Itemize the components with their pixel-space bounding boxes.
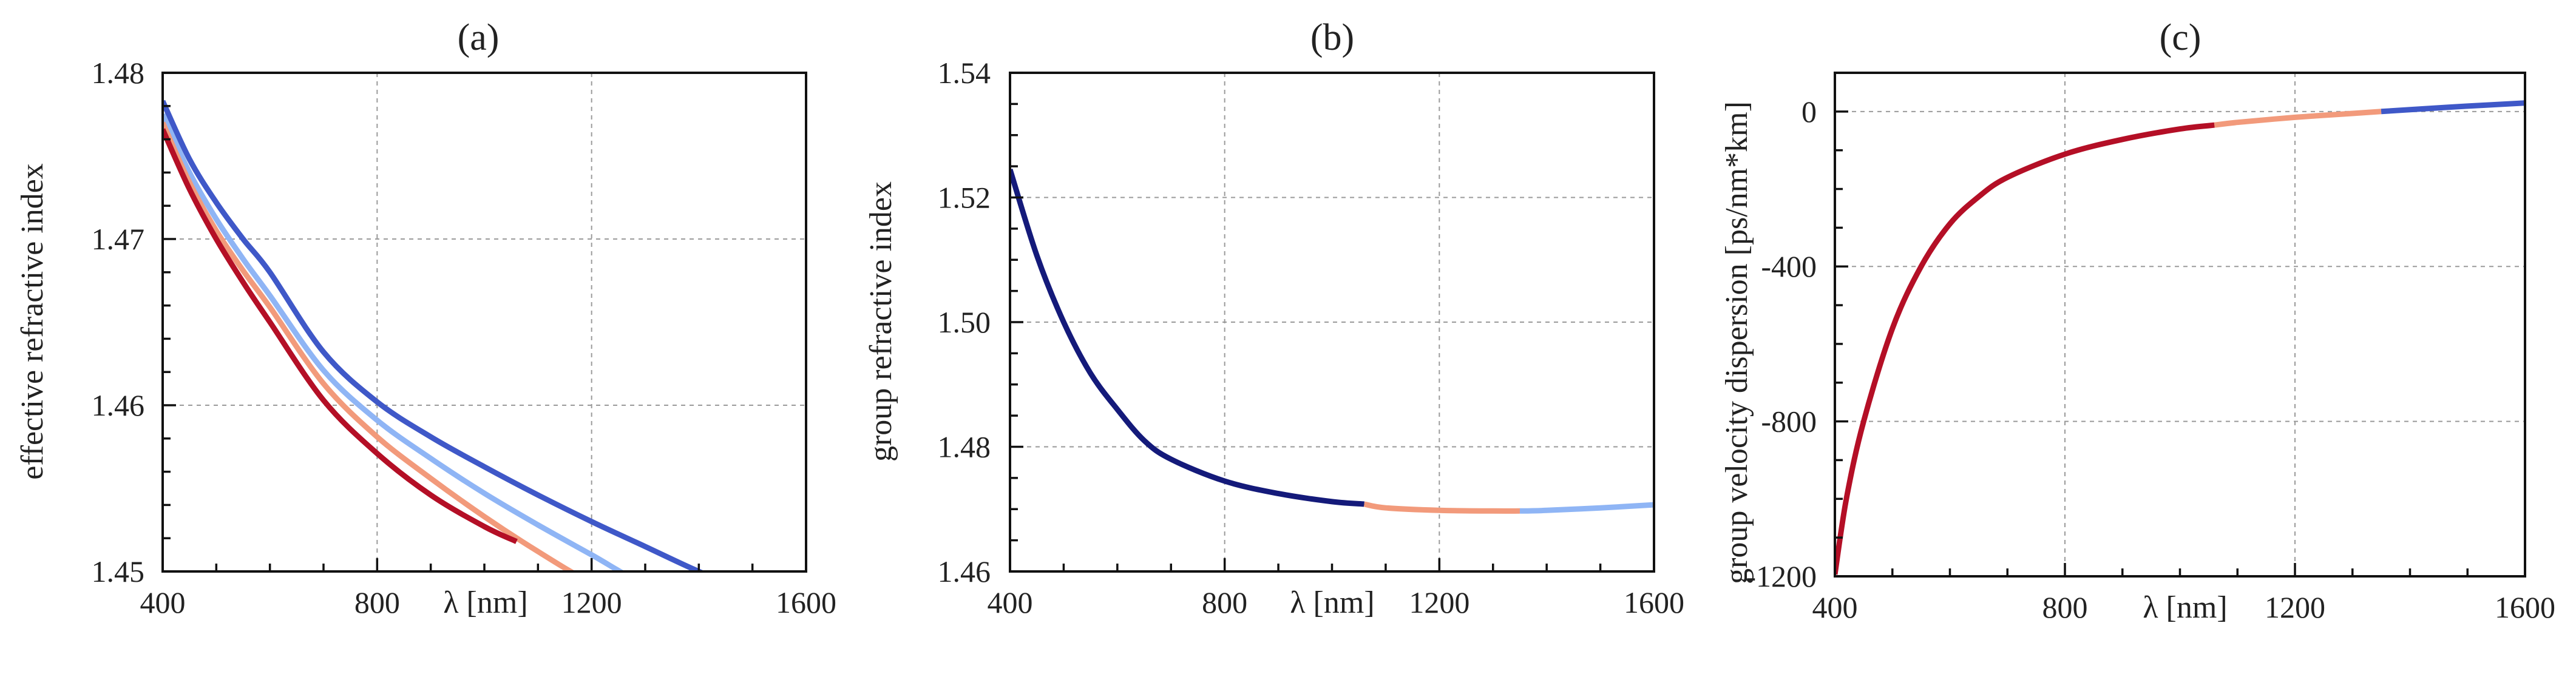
panel-title-b: (b) [1310, 17, 1354, 58]
y-tick-label-c: -400 [1761, 249, 1817, 283]
x-tick-label-c: 400 [1812, 590, 1858, 624]
y-tick-label-c: -800 [1761, 405, 1817, 439]
y-tick-label-a: 1.46 [92, 388, 145, 422]
panel-b: 400 800 1200 1600 1.46 1.48 1.50 1.52 1.54 (b) λ [… [864, 17, 1684, 620]
x-tick-label-b: 400 [988, 585, 1033, 619]
series-b-segment-1 [1010, 168, 1364, 507]
x-tick-label-c: 1600 [2495, 590, 2555, 624]
y-tick-label-b: 1.52 [938, 181, 991, 215]
series-a-curve-2 [163, 113, 626, 571]
x-axis-title-c: λ [nm] [2143, 590, 2227, 625]
plot-area-c [1835, 100, 2525, 575]
y-tick-label-a: 1.48 [92, 56, 145, 90]
plot-area-a [163, 99, 706, 571]
x-tick-label-b: 1200 [1409, 585, 1469, 619]
y-axis-title-b: group refractive index [864, 181, 898, 462]
x-axis-title-b: λ [nm] [1290, 585, 1374, 620]
series-a-curve-1 [163, 99, 706, 571]
series-a-curve-3 [163, 121, 576, 571]
series-c-segment-1 [1835, 122, 2215, 575]
panel-title-a: (a) [458, 17, 500, 58]
y-tick-label-c: -1200 [1746, 559, 1817, 593]
plot-area-b [1010, 168, 1654, 514]
y-tick-label-b: 1.46 [938, 554, 991, 588]
x-tick-label-b: 1600 [1624, 585, 1684, 619]
series-c-segment-2 [2214, 109, 2382, 128]
series-c-segment-3 [2381, 100, 2525, 115]
y-tick-label-c: 0 [1802, 95, 1817, 129]
y-tick-label-b: 1.54 [938, 56, 991, 90]
panel-c: 400 800 1200 1600 -1200 -800 -400 0 (c) λ [nm] gro… [1720, 17, 2555, 625]
x-tick-label-a: 400 [140, 585, 186, 619]
y-tick-label-a: 1.47 [92, 222, 145, 256]
x-tick-label-a: 1200 [561, 585, 622, 619]
x-tick-label-a: 1600 [776, 585, 836, 619]
x-axis-title-a: λ [nm] [443, 585, 527, 620]
x-tick-label-b: 800 [1202, 585, 1247, 619]
series-b-segment-3 [1519, 502, 1654, 514]
panel-title-c: (c) [2160, 17, 2201, 58]
y-tick-label-a: 1.45 [92, 554, 145, 588]
y-axis-title-c: group velocity dispersion [ps/nm*km] [1720, 101, 1754, 584]
panel-a: 400 800 1200 1600 1.45 1.46 1.47 1.48 (a) λ [nm] e… [15, 17, 836, 620]
x-tick-label-c: 1200 [2265, 590, 2325, 624]
y-tick-label-b: 1.48 [938, 430, 991, 464]
y-tick-label-b: 1.50 [938, 305, 991, 339]
y-axis-title-a: effective refractive index [15, 163, 50, 480]
series-b-segment-2 [1363, 501, 1520, 514]
series-a-curve-4 [163, 128, 518, 544]
x-tick-label-c: 800 [2042, 590, 2088, 624]
x-tick-label-a: 800 [354, 585, 400, 619]
